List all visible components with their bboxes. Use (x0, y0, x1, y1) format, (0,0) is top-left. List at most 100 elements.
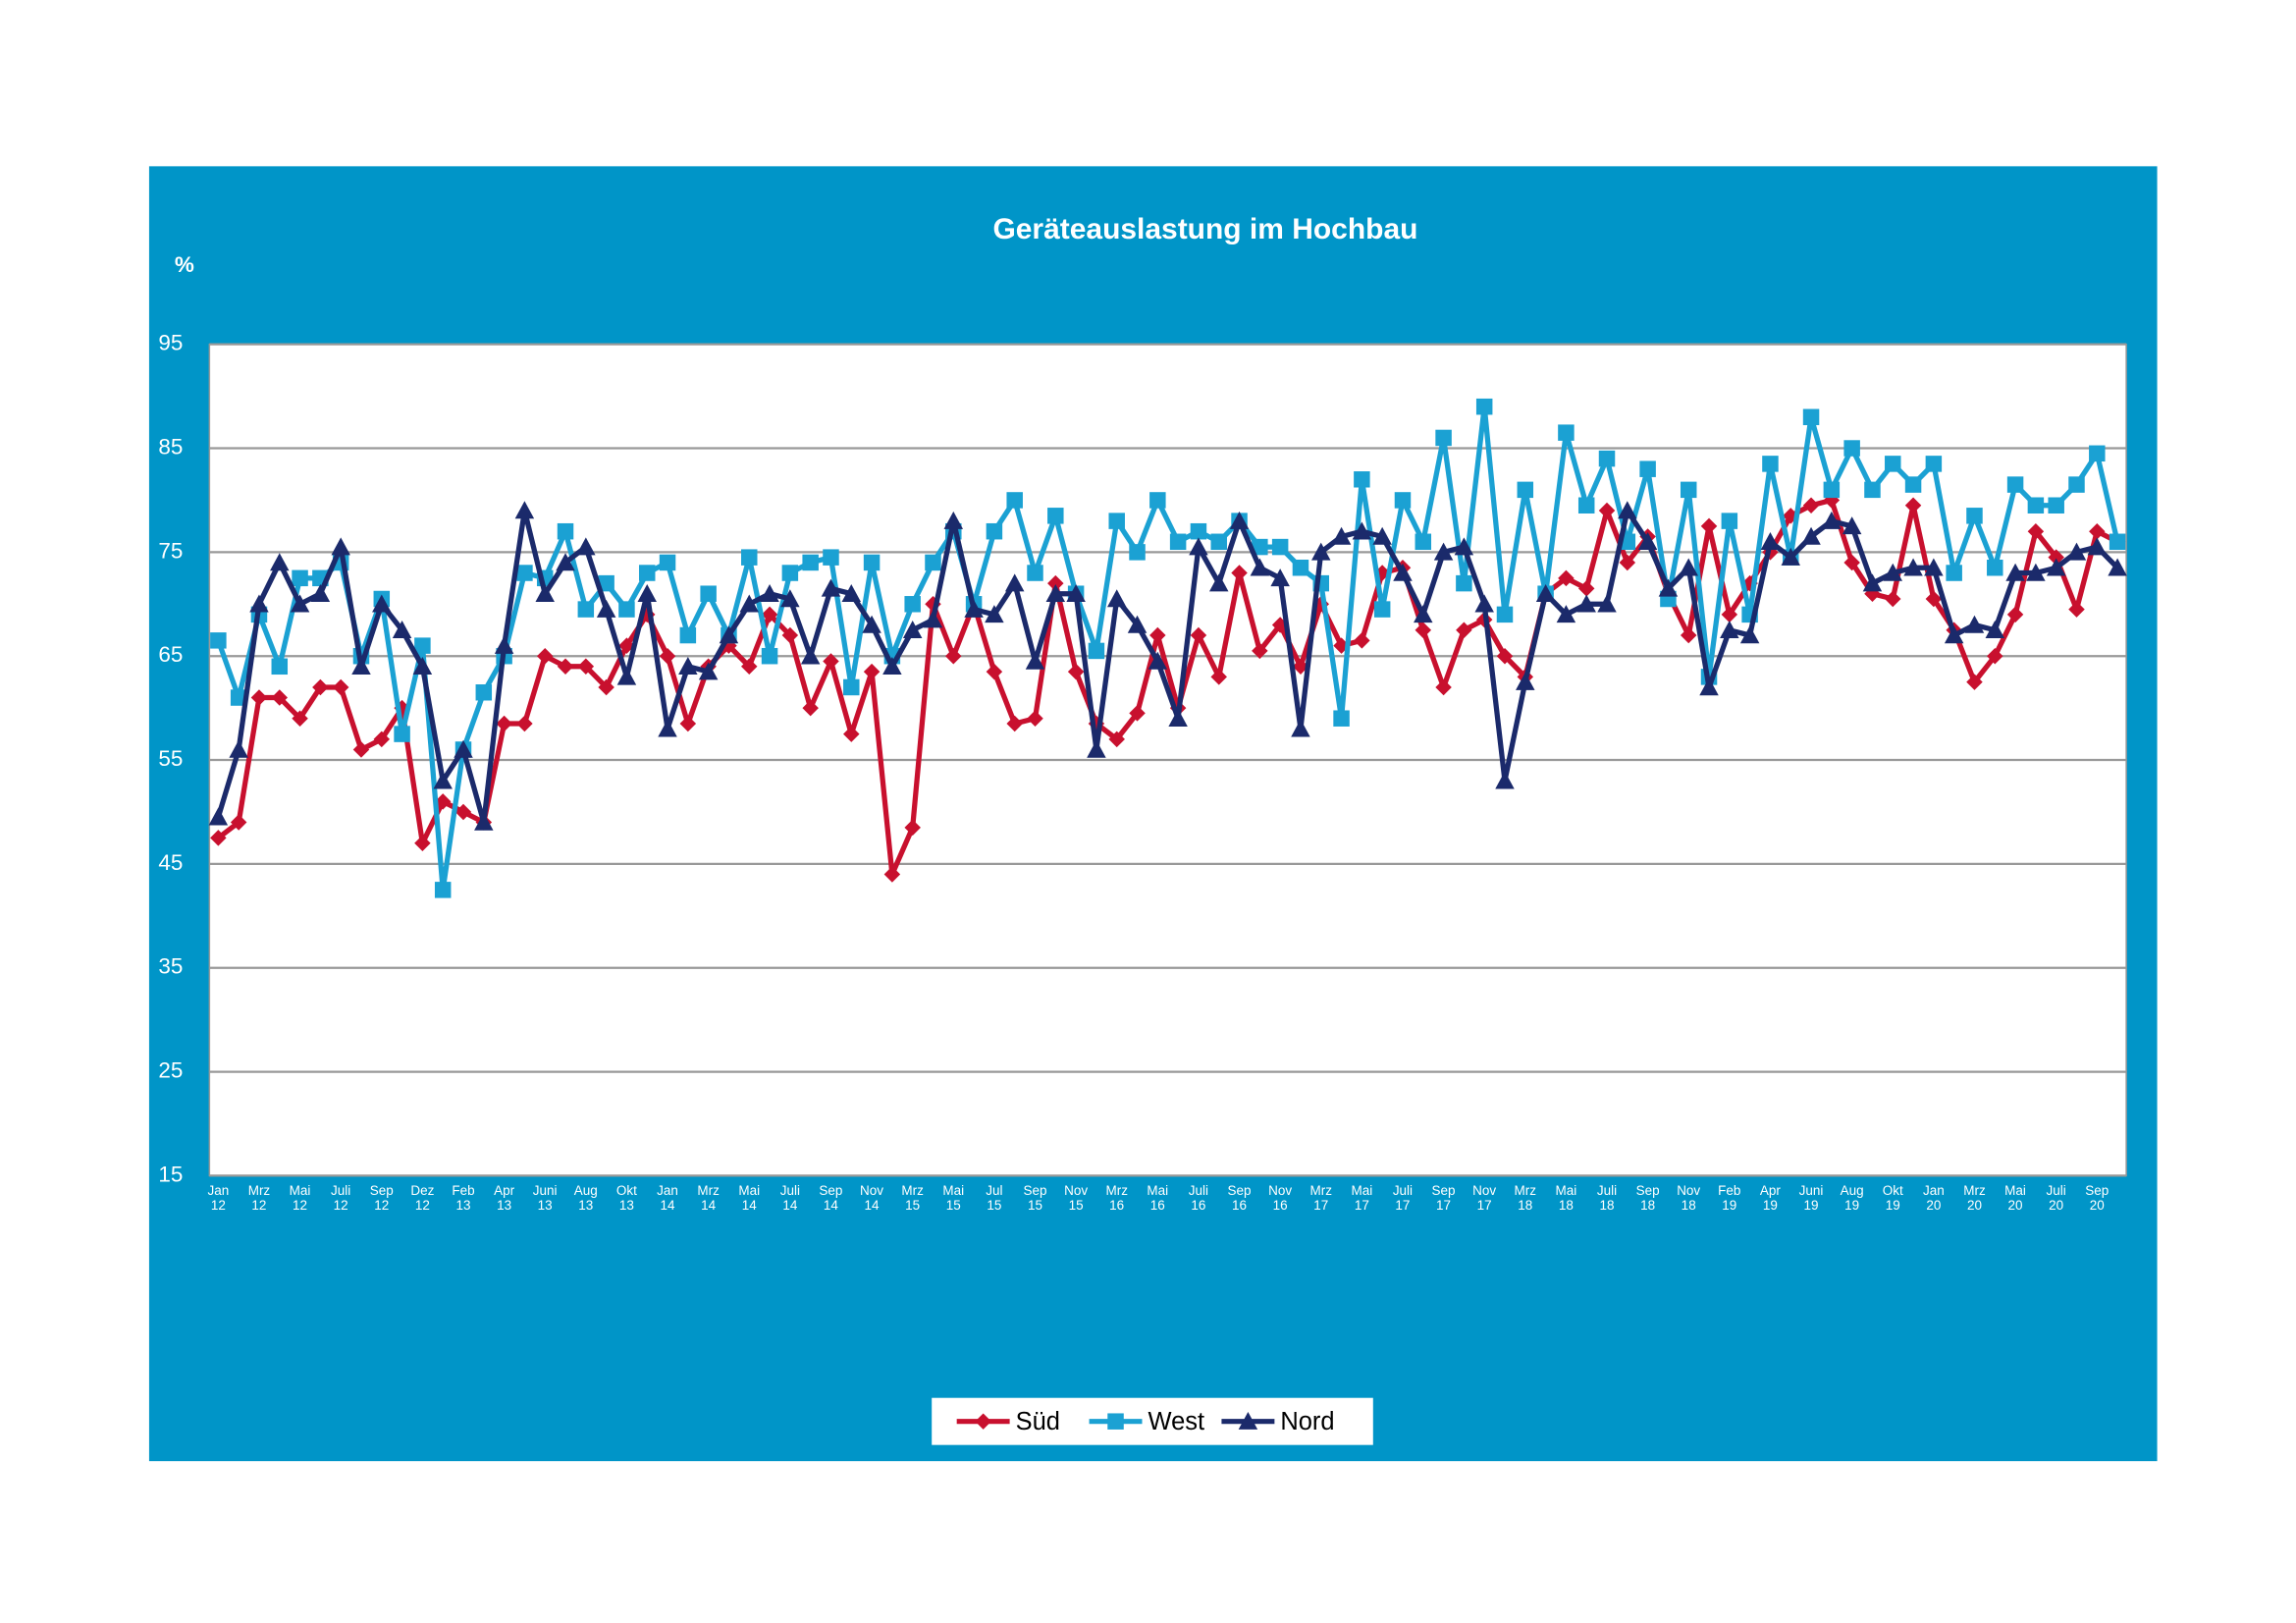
marker (2046, 558, 2066, 576)
x-tick-label-box: Sep 15 (1023, 1183, 1046, 1213)
marker (802, 699, 819, 717)
x-tick-label: Nov 17 (1472, 1182, 1497, 1213)
marker (1169, 533, 1187, 551)
marker (1250, 558, 1270, 576)
x-tick-label-box: Juli 18 (1596, 1182, 1618, 1213)
marker (1106, 589, 1127, 608)
x-tick-label: Feb 13 (452, 1182, 475, 1213)
marker (904, 596, 921, 613)
marker (1210, 533, 1227, 551)
marker (557, 658, 574, 676)
x-tick-label-box: Mrz 12 (247, 1182, 271, 1213)
marker (454, 803, 472, 821)
marker (1802, 497, 1820, 514)
marker (1598, 502, 1616, 519)
marker (454, 739, 473, 758)
marker (352, 741, 370, 758)
marker (596, 599, 616, 618)
x-tick-label-box: Juli 16 (1188, 1182, 1209, 1213)
marker (1475, 398, 1493, 415)
x-tick-label: Juli 18 (1596, 1182, 1618, 1213)
legend-label: Nord (1280, 1408, 1334, 1435)
x-tick-label: Juli 12 (331, 1182, 351, 1213)
marker (1944, 625, 1964, 644)
marker (394, 726, 410, 742)
marker (351, 657, 371, 676)
x-tick-label: Juli 20 (2046, 1182, 2066, 1213)
x-tick-label: Juli 16 (1188, 1182, 1209, 1213)
marker (2026, 563, 2046, 581)
x-tick-label: Apr 13 (494, 1182, 515, 1213)
marker (516, 715, 533, 732)
marker (2109, 533, 2126, 551)
y-tick-label: 45 (158, 850, 183, 875)
x-tick-label-box: Juli 17 (1392, 1182, 1414, 1213)
marker (1556, 605, 1576, 623)
marker (904, 819, 921, 837)
marker (1576, 594, 1596, 613)
x-tick-label-box: Mai 17 (1351, 1183, 1372, 1213)
marker (1474, 594, 1494, 613)
marker (292, 710, 308, 727)
marker (841, 583, 862, 602)
marker (1558, 424, 1575, 441)
marker (1047, 574, 1064, 592)
marker (1637, 532, 1658, 551)
marker (1208, 573, 1229, 592)
marker (1842, 516, 1862, 535)
marker (1885, 456, 1901, 472)
marker (781, 626, 799, 644)
x-tick-label: Sep 14 (819, 1182, 843, 1213)
x-tick-label-box: Sep 14 (819, 1182, 843, 1213)
marker (1354, 632, 1370, 649)
marker (1108, 513, 1125, 529)
x-tick-label: Nov 18 (1677, 1182, 1701, 1213)
x-tick-label-box: Sep 16 (1228, 1183, 1252, 1213)
marker (925, 554, 941, 571)
marker (843, 678, 860, 696)
x-tick-label: Mrz 12 (247, 1182, 271, 1213)
marker (1619, 554, 1636, 571)
marker (598, 678, 614, 696)
x-tick-label-box: Mai 12 (290, 1183, 311, 1213)
marker (800, 646, 821, 665)
x-tick-label: Mrz 16 (1105, 1182, 1128, 1213)
marker (1414, 605, 1433, 623)
marker (249, 594, 269, 613)
marker (1946, 565, 1962, 581)
marker (1760, 532, 1781, 551)
marker (577, 601, 595, 618)
y-tick-label: 85 (158, 434, 183, 459)
x-tick-label-box: Mai 14 (738, 1183, 760, 1213)
marker (2048, 549, 2064, 566)
marker (1190, 626, 1207, 644)
x-tick-label-box: Nov 18 (1677, 1182, 1701, 1213)
marker (1658, 578, 1679, 597)
marker (1495, 771, 1515, 789)
marker (1456, 574, 1472, 592)
marker (2087, 537, 2108, 556)
marker (1883, 563, 1903, 581)
y-tick-label: 35 (158, 954, 183, 979)
marker (414, 637, 431, 654)
marker (2006, 606, 2024, 623)
x-tick-label: Juli 17 (1392, 1182, 1414, 1213)
marker (1987, 647, 2003, 665)
x-tick-label: Sep 17 (1431, 1182, 1456, 1213)
marker (1291, 719, 1310, 737)
x-tick-label-box: Aug 19 (1841, 1183, 1864, 1213)
marker (1577, 580, 1595, 597)
x-tick-label: Mai 15 (942, 1182, 965, 1213)
marker (1864, 481, 1881, 499)
x-tick-label-box: Feb 19 (1718, 1183, 1740, 1213)
x-tick-label-box: Jan 20 (1923, 1183, 1945, 1213)
marker (2066, 542, 2087, 561)
marker (1618, 501, 1637, 519)
marker (1006, 492, 1023, 509)
x-tick-label: Sep 12 (369, 1182, 394, 1213)
marker (1535, 583, 1556, 602)
marker (1148, 651, 1168, 670)
marker (618, 601, 635, 618)
x-tick-label-box: Feb 13 (452, 1182, 475, 1213)
